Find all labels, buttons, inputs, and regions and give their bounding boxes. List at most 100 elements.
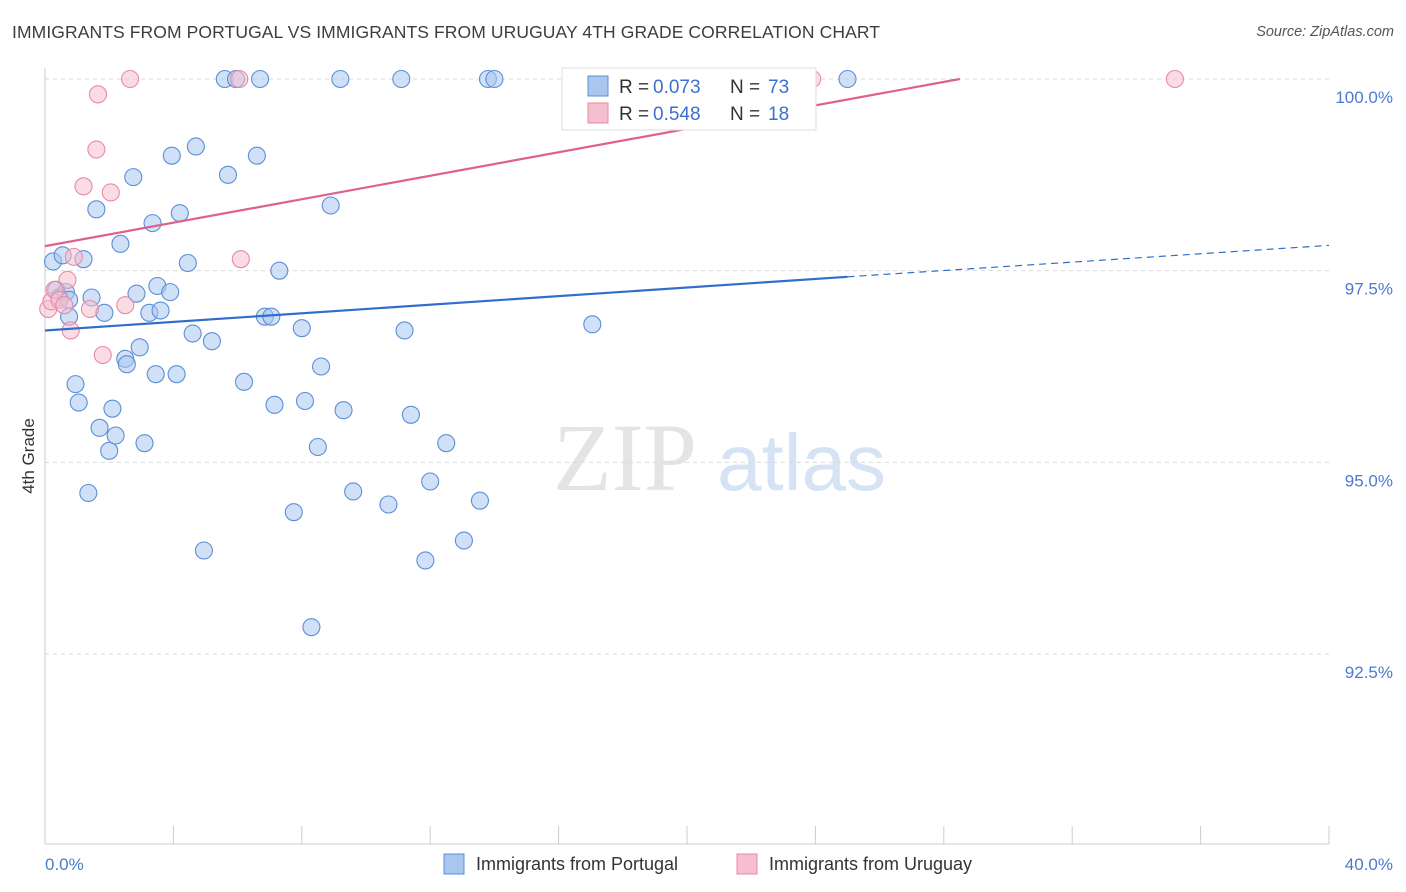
x-tick-label-1: 40.0% [1345,855,1393,874]
source-label: Source: ZipAtlas.com [1256,24,1394,40]
uruguay-point-17 [231,250,250,269]
portugal-point-17 [106,426,125,445]
portugal-trend-extension [847,244,1330,278]
portugal-point-36 [186,137,205,156]
portugal-point-71 [583,315,602,334]
y-tick-labels: 100.0% 97.5% 95.0% 92.5% [1335,88,1393,682]
portugal-point-27 [146,365,165,384]
portugal-point-12 [87,200,106,219]
uruguay-points [39,69,1184,365]
x-tick-label-0: 0.0% [45,855,84,874]
portugal-point-16 [103,399,122,418]
portugal-point-24 [135,434,154,453]
portugal-point-47 [265,395,284,414]
watermark-atlas: atlas [717,418,886,507]
portugal-point-33 [170,204,189,223]
y-axis-label: 4th Grade [19,418,38,494]
legend-swatch-uruguay [587,102,609,124]
uruguay-point-16 [230,69,249,89]
portugal-point-23 [130,338,149,357]
portugal-point-26 [143,214,162,233]
uruguay-point-13 [101,183,120,202]
uruguay-point-11 [88,85,108,104]
portugal-point-44 [251,69,270,89]
legend-r-label-uruguay: R = [619,104,649,125]
y-tick-label-0: 100.0% [1335,88,1393,107]
portugal-point-61 [395,321,414,340]
portugal-point-29 [151,301,170,320]
watermark-zip: ZIP [553,404,697,511]
portugal-point-7 [66,375,85,394]
portugal-point-50 [292,319,311,338]
series-legend-label-portugal: Immigrants from Portugal [476,854,678,874]
legend-n-value-portugal: 73 [768,77,789,98]
y-tick-label-2: 95.0% [1345,471,1393,490]
portugal-point-67 [470,491,490,510]
portugal-point-30 [161,283,180,302]
portugal-point-20 [117,355,136,374]
portugal-point-42 [234,372,254,391]
portugal-point-22 [127,284,146,303]
x-tick-labels: 0.0% 40.0% [45,855,1393,874]
portugal-point-72 [838,69,857,89]
uruguay-point-6 [61,321,80,340]
y-tick-label-1: 97.5% [1345,280,1393,299]
portugal-point-48 [270,261,289,280]
uruguay-point-14 [116,296,135,315]
portugal-point-51 [295,391,315,411]
uruguay-point-8 [74,177,93,196]
chart-title: IMMIGRANTS FROM PORTUGAL VS IMMIGRANTS F… [12,22,881,42]
portugal-point-66 [454,531,473,550]
portugal-point-57 [334,401,353,420]
series-legend: Immigrants from Portugal Immigrants from… [443,853,972,875]
series-legend-swatch-uruguay [736,853,758,875]
portugal-point-56 [331,69,350,89]
series-legend-label-uruguay: Immigrants from Uruguay [769,854,972,874]
uruguay-trend-line [44,77,961,248]
uruguay-point-10 [87,140,106,159]
axes [44,68,1330,845]
legend-n-label-portugal: N = [730,77,760,98]
portugal-point-52 [302,618,321,637]
portugal-point-8 [69,393,88,412]
correlation-legend: R = 0.073 N = 73 R = 0.548 N = 18 [561,67,817,131]
portugal-point-21 [124,168,143,187]
portugal-point-18 [111,234,130,253]
uruguay-point-7 [64,247,83,266]
legend-n-label-uruguay: N = [730,104,760,125]
portugal-point-55 [321,196,340,215]
portugal-point-15 [100,441,119,460]
portugal-point-54 [312,357,331,376]
portugal-point-49 [284,503,303,522]
portugal-point-69 [485,69,504,89]
portugal-point-34 [178,253,197,273]
legend-swatch-portugal [587,75,609,97]
y-tick-label-3: 92.5% [1345,663,1393,682]
portugal-point-62 [401,405,420,424]
portugal-point-53 [308,437,327,457]
uruguay-point-4 [55,296,74,315]
gridlines [45,78,1329,655]
portugal-point-65 [437,434,456,453]
portugal-points [43,69,857,637]
uruguay-point-12 [93,345,112,365]
uruguay-point-5 [58,270,77,289]
portugal-point-60 [392,69,411,89]
legend-n-value-uruguay: 18 [768,104,789,125]
portugal-point-10 [79,483,98,503]
portugal-point-40 [218,165,238,184]
portugal-point-43 [247,146,266,165]
portugal-trend-line [44,275,848,332]
portugal-point-32 [167,365,186,384]
portugal-point-37 [194,541,213,560]
uruguay-point-15 [121,69,140,89]
portugal-point-13 [90,418,109,437]
portugal-point-59 [379,495,398,514]
portugal-point-31 [162,146,181,165]
uruguay-point-19 [1165,69,1184,89]
uruguay-point-9 [80,299,99,319]
portugal-point-63 [416,551,435,570]
portugal-point-38 [202,332,221,351]
legend-r-value-portugal: 0.073 [653,77,701,98]
